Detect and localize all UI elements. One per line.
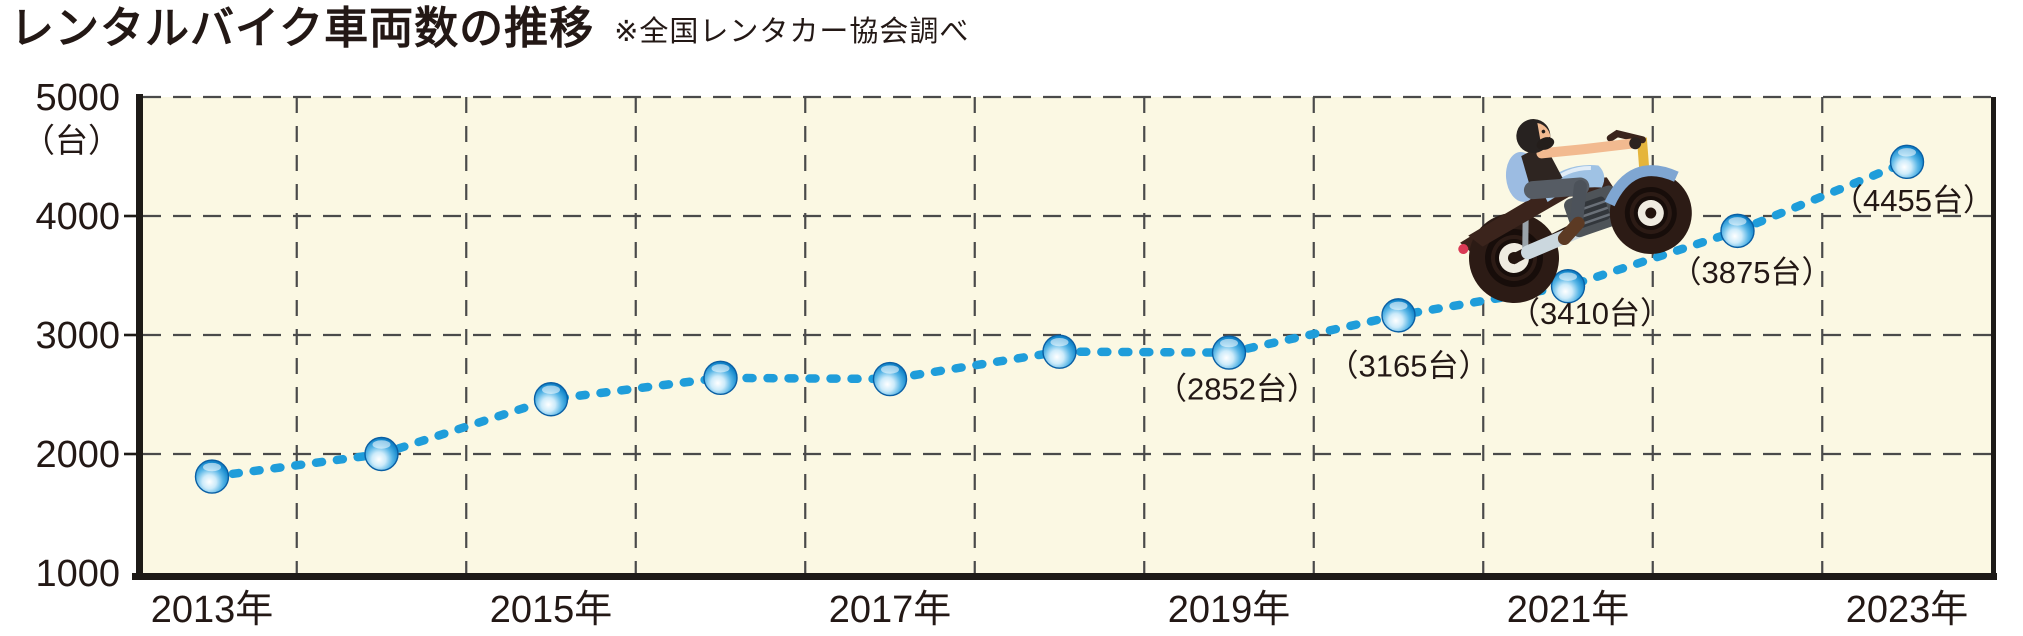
x-tick-label: 2013年 bbox=[151, 589, 274, 631]
motorcycle-rider-illustration bbox=[1458, 119, 1692, 303]
y-tick-label: 2000 bbox=[35, 434, 120, 476]
x-tick-label: 2017年 bbox=[829, 589, 952, 631]
x-tick-label: 2023年 bbox=[1846, 589, 1969, 631]
y-axis-unit-label: （台） bbox=[22, 122, 121, 159]
y-tick-label: 3000 bbox=[35, 315, 120, 357]
chart-title: レンタルバイク車両数の推移 bbox=[10, 4, 595, 53]
data-point bbox=[1042, 334, 1077, 369]
data-point bbox=[1720, 213, 1755, 249]
data-point bbox=[872, 361, 908, 397]
y-tick-label: 5000 bbox=[35, 77, 120, 119]
data-point-label: （3875台） bbox=[1671, 255, 1833, 290]
data-point-label: （4455台） bbox=[1832, 183, 1994, 218]
data-point-label: （2852台） bbox=[1156, 372, 1318, 407]
x-tick-label: 2021年 bbox=[1507, 589, 1630, 631]
data-point bbox=[703, 360, 738, 396]
y-tick-label: 4000 bbox=[35, 196, 120, 238]
data-point bbox=[1550, 269, 1586, 304]
x-tick-label: 2019年 bbox=[1168, 589, 1291, 631]
data-point bbox=[533, 382, 569, 417]
x-tick-label: 2015年 bbox=[490, 589, 613, 631]
data-point bbox=[1381, 298, 1416, 333]
data-point bbox=[364, 436, 399, 472]
data-point bbox=[194, 459, 230, 494]
chart-header: レンタルバイク車両数の推移 ※全国レンタカー協会調べ bbox=[10, 4, 970, 53]
data-point bbox=[1211, 335, 1247, 370]
y-tick-label: 1000 bbox=[35, 553, 120, 595]
data-point-label: （3165台） bbox=[1328, 348, 1490, 383]
data-point bbox=[1889, 144, 1925, 180]
chart-source-note: ※全国レンタカー協会調べ bbox=[614, 16, 970, 49]
data-point-label: （3410台） bbox=[1509, 296, 1671, 331]
